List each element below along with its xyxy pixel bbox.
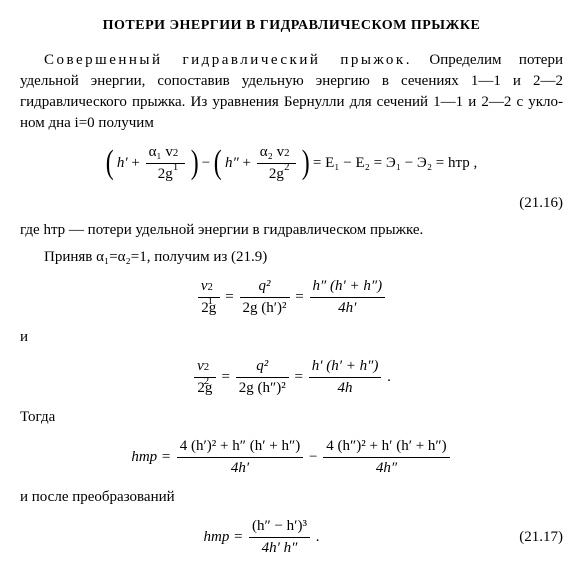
eq4-lhs: hтр = [131, 449, 171, 465]
lead-spaced: Совершенный гидравлический прыжок. [44, 52, 412, 68]
eq1-rhs: = E₁ − E₂ = Э₁ − Э₂ = hтр , [313, 155, 477, 171]
paragraph-2: где hтр — потери удельной энергии в гидр… [20, 220, 563, 241]
frac-2: α₂ v22 2g [257, 142, 296, 185]
rparen: ) [190, 146, 198, 180]
paragraph-6: и после преобразований [20, 487, 563, 508]
equation-21-16-num: (21.16) [20, 193, 563, 214]
paragraph-5: Тогда [20, 407, 563, 428]
section-heading: ПОТЕРИ ЭНЕРГИИ В ГИДРАВЛИЧЕСКОМ ПРЫЖКЕ [20, 16, 563, 36]
equation-21-16: ( h′ + α₁ v21 2g ) − ( h″ + α₂ v22 2g ) … [20, 142, 563, 185]
paragraph-3: Приняв α₁=α₂=1, получим из (21.9) [20, 247, 563, 268]
equation-21-17: hтр = (h″ − h′)³4h′ h″ . (21.17) [20, 516, 563, 559]
eqnum-21-17: (21.17) [503, 527, 563, 548]
lparen2: ( [214, 146, 222, 180]
frac-1: α₁ v21 2g [146, 142, 185, 185]
term-hprime: h′ [117, 155, 128, 171]
lparen: ( [105, 146, 113, 180]
eqnum-21-16: (21.16) [503, 193, 563, 214]
equation-htr-full: hтр = 4 (h′)² + h″ (h′ + h″)4h′ − 4 (h″)… [20, 436, 563, 479]
rparen2: ) [302, 146, 310, 180]
equation-v2: v222g = q²2g (h″)² = h′ (h′ + h″)4h . [20, 356, 563, 399]
paragraph-1: Совершенный гидравлический прыжок. Опред… [20, 50, 563, 134]
equation-v1: v212g = q²2g (h′)² = h″ (h′ + h″)4h′ [20, 276, 563, 319]
eq5-lhs: hтр = [204, 529, 244, 545]
term-hprime2: h″ [225, 155, 239, 171]
paragraph-4: и [20, 327, 563, 348]
